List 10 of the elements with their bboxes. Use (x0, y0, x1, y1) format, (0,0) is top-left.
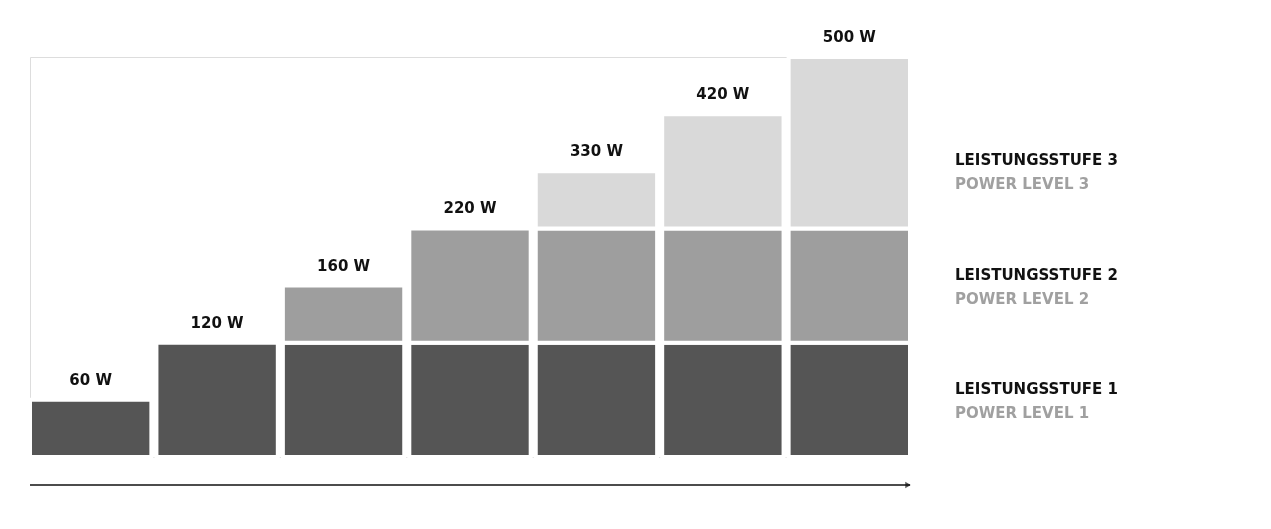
text: LEISTUNGSSTUFE 3 POWER LEVEL 3 (955, 151, 1118, 194)
annotation: 160 W (317, 256, 371, 275)
annotation: 500 W (822, 28, 877, 46)
annotation: 60 W (69, 370, 113, 389)
annotation: 120 W (190, 313, 245, 332)
text: LEISTUNGSSTUFE 1 POWER LEVEL 1 (955, 379, 1118, 422)
annotation: 330 W (569, 142, 624, 161)
annotation: 420 W (696, 85, 750, 104)
text: LEISTUNGSSTUFE 2 POWER LEVEL 2 (955, 265, 1118, 308)
annotation: 220 W (443, 199, 497, 218)
